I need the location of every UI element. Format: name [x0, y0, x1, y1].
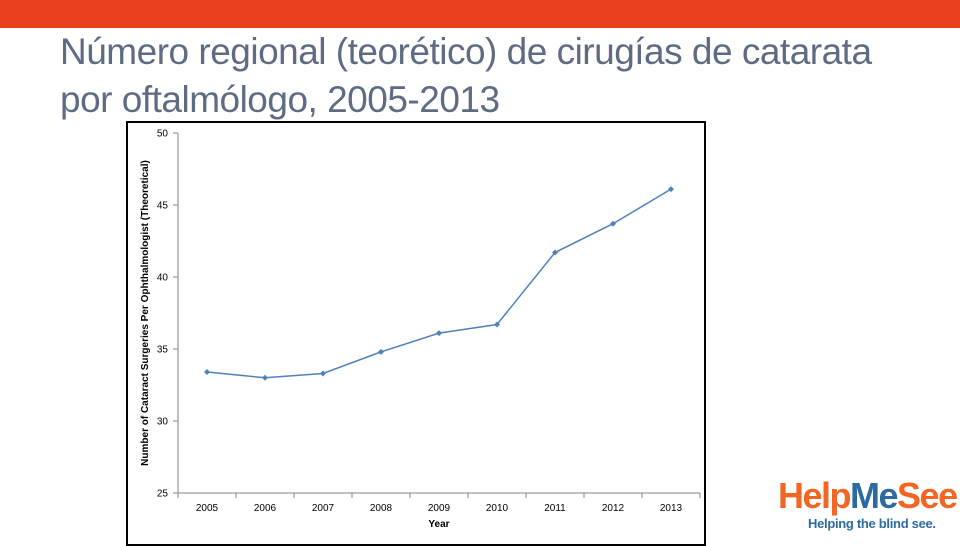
- x-tick-label: 2011: [544, 503, 566, 514]
- x-tick-label: 2006: [254, 503, 277, 514]
- x-tick-label: 2008: [370, 503, 393, 514]
- y-axis-title: Number of Cataract Surgeries Per Ophthal…: [140, 160, 151, 466]
- data-point: [378, 348, 384, 355]
- y-tick-label: 45: [157, 201, 169, 212]
- y-tick-label: 25: [157, 489, 169, 500]
- x-axis-title: Year: [428, 519, 449, 530]
- chart-frame: 25 30 35 40 45 50 2005 2006 2007 2008 2009 2010 201…: [126, 121, 706, 546]
- data-point: [610, 220, 616, 227]
- accent-bar: [0, 0, 960, 28]
- slide-title: Número regional (teorético) de cirugías …: [60, 31, 872, 120]
- data-point: [494, 321, 500, 328]
- series-layer: [204, 186, 674, 381]
- y-tick-label: 30: [157, 417, 169, 428]
- x-tick-label: 2005: [196, 503, 219, 514]
- logo-word-help: Help: [778, 475, 852, 516]
- x-tick-label: 2009: [428, 503, 451, 514]
- logo-word-see: See: [897, 475, 958, 516]
- logo-wordmark: HelpMeSee: [778, 475, 958, 516]
- x-tick-label: 2007: [312, 503, 335, 514]
- logo-word-me: Me: [850, 475, 899, 516]
- x-tick-label: 2010: [486, 503, 509, 514]
- logo-tagline: Helping the blind see.: [808, 516, 936, 531]
- data-point: [552, 249, 558, 256]
- data-point: [436, 330, 442, 337]
- y-axis: 25 30 35 40 45 50: [157, 129, 179, 500]
- x-tick-label: 2013: [660, 503, 683, 514]
- data-point: [262, 374, 268, 381]
- data-point: [204, 369, 210, 376]
- y-tick-label: 40: [157, 273, 169, 284]
- y-tick-label: 35: [157, 345, 169, 356]
- line-chart: 25 30 35 40 45 50 2005 2006 2007 2008 2009 2010 201…: [140, 129, 701, 530]
- series-line: [206, 188, 672, 379]
- data-point: [668, 186, 674, 193]
- y-tick-label: 50: [157, 129, 169, 140]
- data-point: [320, 370, 326, 377]
- helpmesee-logo: HelpMeSee Helping the blind see.: [778, 476, 958, 536]
- x-tick-label: 2012: [602, 503, 625, 514]
- x-axis: 2005 2006 2007 2008 2009 2010 2011 2012 2013: [177, 492, 701, 514]
